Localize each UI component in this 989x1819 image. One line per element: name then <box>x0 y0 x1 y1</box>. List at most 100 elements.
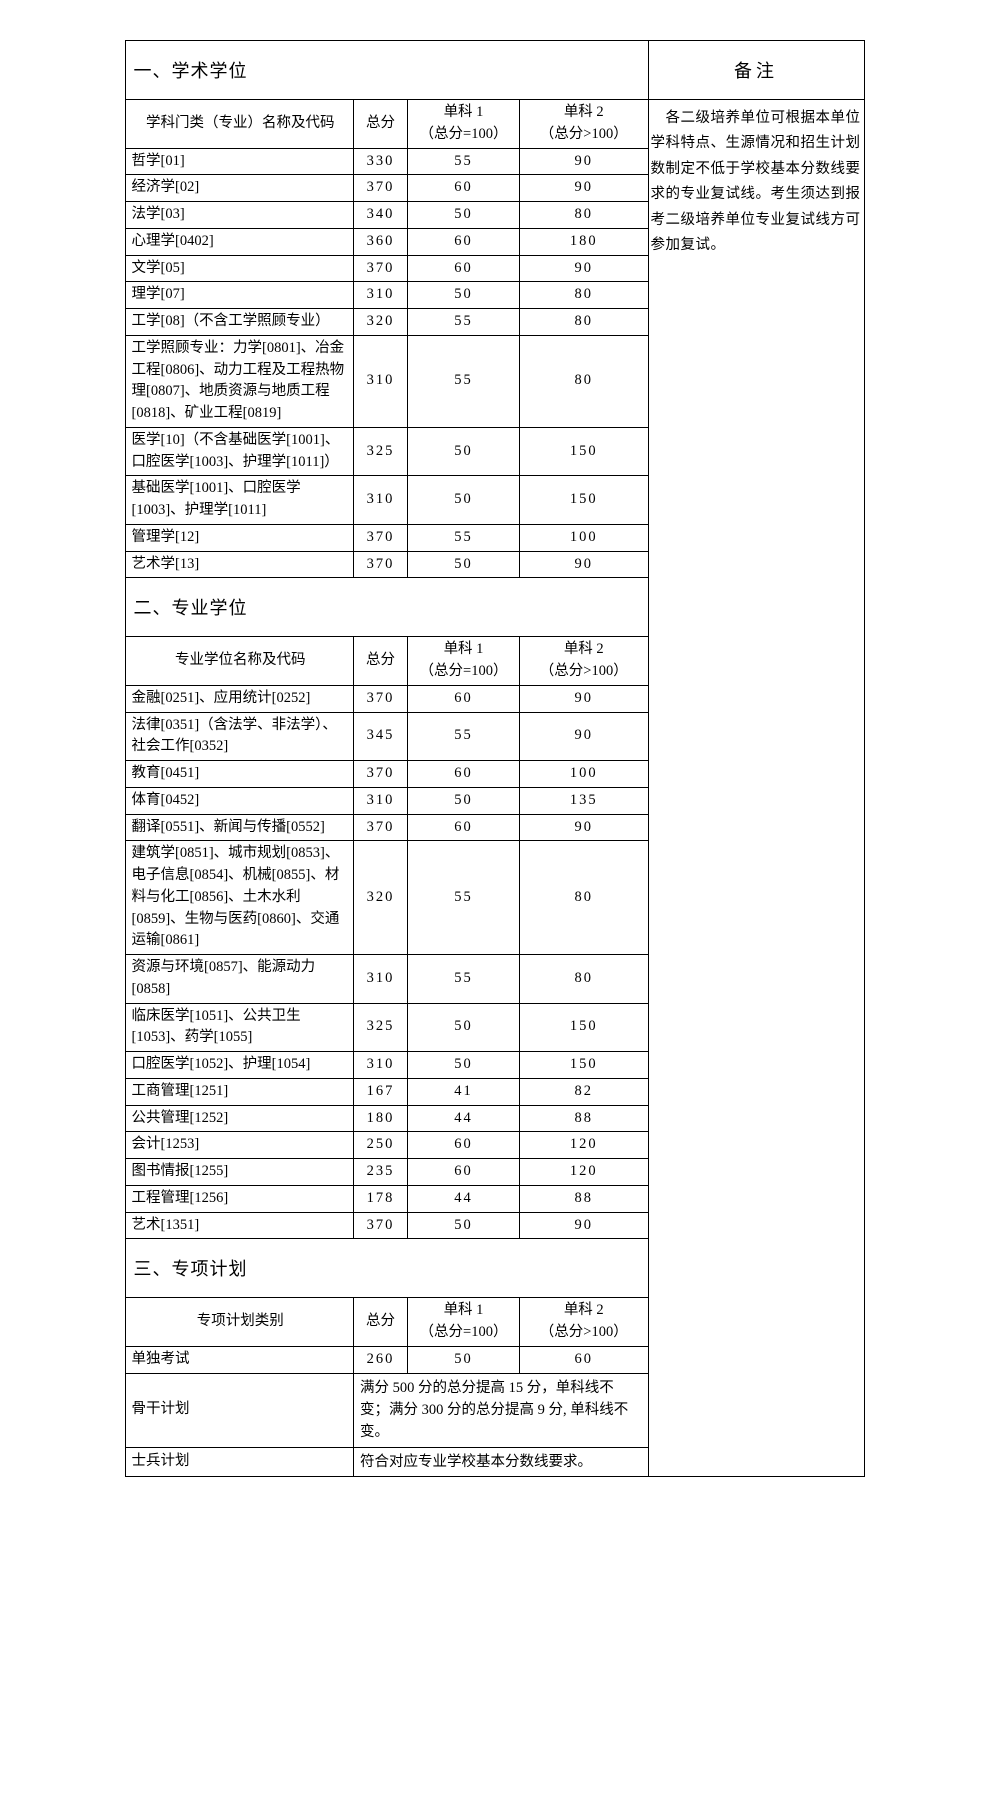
cell-sub2: 120 <box>520 1132 648 1159</box>
cell-sub2: 90 <box>520 148 648 175</box>
cell-sub1: 60 <box>408 685 520 712</box>
cell-name: 士兵计划 <box>126 1447 354 1476</box>
table-row: 艺术学[13]3705090 <box>126 551 648 577</box>
cell-name: 基础医学[1001]、口腔医学[1003]、护理学[1011] <box>126 476 354 525</box>
table-row: 工程管理[1256]1784488 <box>126 1185 648 1212</box>
cell-sub2: 150 <box>520 1052 648 1079</box>
cell-name: 教育[0451] <box>126 761 354 788</box>
table-row: 图书情报[1255]23560120 <box>126 1159 648 1186</box>
table-row: 会计[1253]25060120 <box>126 1132 648 1159</box>
cell-total: 370 <box>354 761 408 788</box>
cell-sub2: 150 <box>520 476 648 525</box>
cell-name: 文学[05] <box>126 255 354 282</box>
cell-sub1: 60 <box>408 1159 520 1186</box>
table-row: 士兵计划 符合对应专业学校基本分数线要求。 <box>126 1447 648 1476</box>
cell-sub1: 50 <box>408 1212 520 1238</box>
cell-name: 工学[08]（不含工学照顾专业） <box>126 309 354 336</box>
cell-sub1: 60 <box>408 761 520 788</box>
table-row: 医学[10]（不含基础医学[1001]、口腔医学[1003]、护理学[1011]… <box>126 427 648 476</box>
cell-sub1: 60 <box>408 255 520 282</box>
col-header-name: 学科门类（专业）名称及代码 <box>126 100 354 148</box>
table-row: 翻译[0551]、新闻与传播[0552]3706090 <box>126 814 648 841</box>
table-row: 口腔医学[1052]、护理[1054]31050150 <box>126 1052 648 1079</box>
remark-text: 各二级培养单位可根据本单位学科特点、生源情况和招生计划数制定不低于学校基本分数线… <box>649 100 864 264</box>
cell-name: 艺术[1351] <box>126 1212 354 1238</box>
table-row: 公共管理[1252]1804488 <box>126 1105 648 1132</box>
cell-total: 325 <box>354 427 408 476</box>
table-row: 法学[03]3405080 <box>126 202 648 229</box>
cell-name: 临床医学[1051]、公共卫生[1053]、药学[1055] <box>126 1003 354 1052</box>
cell-sub1: 41 <box>408 1078 520 1105</box>
col-header-sub2: 单科 2（总分>100） <box>520 1298 648 1346</box>
remark-header: 备注 <box>649 41 864 100</box>
cell-total: 370 <box>354 1212 408 1238</box>
document-table: 一、学术学位 学科门类（专业）名称及代码 总分 单科 1（总分=100） 单科 … <box>125 40 865 1477</box>
cell-total: 370 <box>354 814 408 841</box>
cell-name: 工程管理[1256] <box>126 1185 354 1212</box>
cell-sub2: 120 <box>520 1159 648 1186</box>
cell-name: 工商管理[1251] <box>126 1078 354 1105</box>
cell-sub2: 90 <box>520 685 648 712</box>
cell-total: 167 <box>354 1078 408 1105</box>
section2-title: 二、专业学位 <box>126 578 648 637</box>
table-row: 资源与环境[0857]、能源动力[0858]3105580 <box>126 955 648 1004</box>
table-row: 法律[0351]（含法学、非法学）、社会工作[0352]3455590 <box>126 712 648 761</box>
cell-sub1: 50 <box>408 1003 520 1052</box>
cell-sub1: 55 <box>408 712 520 761</box>
cell-sub1: 55 <box>408 524 520 551</box>
table-row: 管理学[12]37055100 <box>126 524 648 551</box>
cell-name: 翻译[0551]、新闻与传播[0552] <box>126 814 354 841</box>
cell-sub2: 80 <box>520 309 648 336</box>
col-header-total: 总分 <box>354 100 408 148</box>
cell-sub2: 90 <box>520 175 648 202</box>
cell-total: 310 <box>354 955 408 1004</box>
cell-sub2: 90 <box>520 255 648 282</box>
cell-sub2: 82 <box>520 1078 648 1105</box>
cell-name: 口腔医学[1052]、护理[1054] <box>126 1052 354 1079</box>
cell-sub2: 90 <box>520 551 648 577</box>
cell-name: 经济学[02] <box>126 175 354 202</box>
table-academic: 学科门类（专业）名称及代码 总分 单科 1（总分=100） 单科 2（总分>10… <box>126 100 648 577</box>
cell-sub2: 88 <box>520 1185 648 1212</box>
cell-total: 370 <box>354 685 408 712</box>
cell-name: 心理学[0402] <box>126 228 354 255</box>
table-row: 哲学[01]3305590 <box>126 148 648 175</box>
table-row: 工学[08]（不含工学照顾专业）3205580 <box>126 309 648 336</box>
cell-sub2: 80 <box>520 335 648 427</box>
cell-name: 公共管理[1252] <box>126 1105 354 1132</box>
table-row: 文学[05]3706090 <box>126 255 648 282</box>
table-row: 艺术[1351]3705090 <box>126 1212 648 1238</box>
cell-sub1: 55 <box>408 335 520 427</box>
cell-total: 370 <box>354 175 408 202</box>
table-row: 经济学[02]3706090 <box>126 175 648 202</box>
cell-sub1: 55 <box>408 955 520 1004</box>
cell-sub2: 100 <box>520 761 648 788</box>
cell-total: 310 <box>354 787 408 814</box>
cell-name: 体育[0452] <box>126 787 354 814</box>
cell-sub2: 80 <box>520 282 648 309</box>
table-row: 心理学[0402]36060180 <box>126 228 648 255</box>
cell-sub1: 50 <box>408 1052 520 1079</box>
left-column: 一、学术学位 学科门类（专业）名称及代码 总分 单科 1（总分=100） 单科 … <box>126 41 649 1476</box>
cell-name: 哲学[01] <box>126 148 354 175</box>
remark-column: 备注 各二级培养单位可根据本单位学科特点、生源情况和招生计划数制定不低于学校基本… <box>649 41 864 1476</box>
cell-name: 建筑学[0851]、城市规划[0853]、电子信息[0854]、机械[0855]… <box>126 841 354 955</box>
cell-name: 图书情报[1255] <box>126 1159 354 1186</box>
cell-sub1: 50 <box>408 551 520 577</box>
table-row: 骨干计划 满分 500 分的总分提高 15 分，单科线不变；满分 300 分的总… <box>126 1373 648 1447</box>
table-row: 工商管理[1251]1674182 <box>126 1078 648 1105</box>
col-header-total: 总分 <box>354 637 408 685</box>
cell-sub1: 60 <box>408 1132 520 1159</box>
table-row: 临床医学[1051]、公共卫生[1053]、药学[1055]32550150 <box>126 1003 648 1052</box>
cell-sub1: 50 <box>408 1346 520 1373</box>
cell-sub1: 55 <box>408 841 520 955</box>
cell-sub2: 150 <box>520 1003 648 1052</box>
cell-sub2: 90 <box>520 1212 648 1238</box>
cell-total: 260 <box>354 1346 408 1373</box>
cell-name: 会计[1253] <box>126 1132 354 1159</box>
cell-total: 320 <box>354 841 408 955</box>
cell-total: 310 <box>354 282 408 309</box>
cell-sub2: 100 <box>520 524 648 551</box>
table-row: 金融[0251]、应用统计[0252]3706090 <box>126 685 648 712</box>
cell-sub2: 150 <box>520 427 648 476</box>
